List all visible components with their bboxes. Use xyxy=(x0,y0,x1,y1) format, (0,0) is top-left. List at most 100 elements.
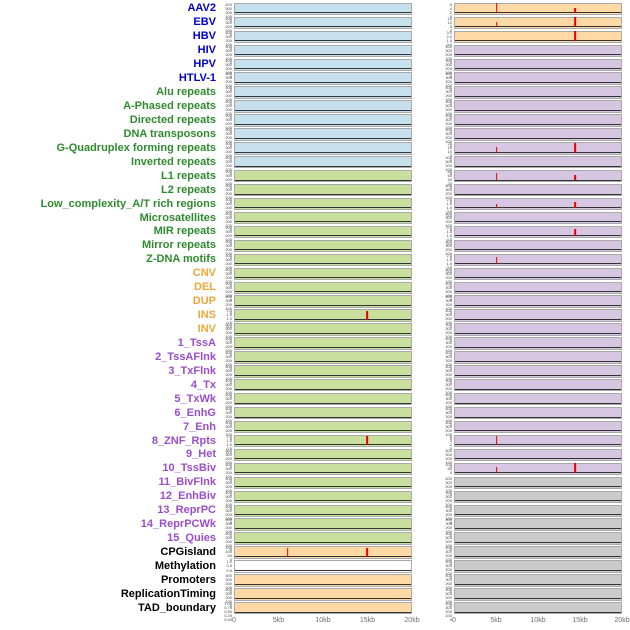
y-tick-label: 0 xyxy=(449,394,452,400)
right-panel xyxy=(454,588,622,601)
y-tick-label: 200 xyxy=(225,358,232,364)
y-tick-label: 300 xyxy=(445,479,452,485)
y-tick-label: 300 xyxy=(225,186,232,192)
row-label: Directed repeats xyxy=(129,113,216,126)
y-tick-label: 0 xyxy=(449,101,452,107)
signal-baseline xyxy=(455,179,621,181)
importance-spike xyxy=(495,436,498,446)
signal-baseline xyxy=(455,318,621,320)
y-tick-label: 0 xyxy=(229,171,232,177)
y-tick-label: 300 xyxy=(445,61,452,67)
right-yticks: 400 300 200 100 0 xyxy=(439,518,454,538)
track-row: ReplicationTiming 400 300 200 100 0 400 300 20… xyxy=(0,587,630,608)
left-yticks: 400 300 200 100 0 xyxy=(220,211,234,231)
right-panel xyxy=(454,365,622,378)
track-row: Inverted repeats 400 300 200 100 0 400 300 200… xyxy=(0,155,630,176)
y-tick-label: 0 xyxy=(449,505,452,511)
row-label: TAD_boundary xyxy=(137,601,216,614)
track-row: TAD_boundary 1.00 0.75 0.50 0.25 0.00 400 300… xyxy=(0,601,630,622)
track-row: L2 repeats 400 300 200 100 0 400 300 200 100 0 xyxy=(0,183,630,203)
y-tick-label: 300 xyxy=(225,298,232,304)
y-tick-label: 400 xyxy=(445,405,452,411)
y-tick-label: 400 xyxy=(225,99,232,105)
y-tick-label: 300 xyxy=(445,354,452,360)
right-yticks: 400 300 200 100 0 xyxy=(439,545,454,566)
y-tick-label: 200 xyxy=(225,400,232,406)
y-tick-label: 400 xyxy=(445,545,452,551)
signal-baseline xyxy=(455,388,621,390)
y-tick-label: 2.0 xyxy=(446,33,452,39)
y-tick-label: 400 xyxy=(225,587,232,593)
y-tick-label: 0 xyxy=(449,254,452,260)
y-tick-label: 0 xyxy=(229,254,232,260)
importance-spike xyxy=(574,142,577,153)
y-tick-label: 400 xyxy=(225,322,232,328)
y-tick-label: 200 xyxy=(225,93,232,99)
y-tick-label: 0 xyxy=(449,13,452,19)
track-row: 12_EnhBiv 400 300 200 100 0 400 300 200 100 0 xyxy=(0,489,630,510)
signal-baseline xyxy=(235,151,411,153)
right-panel xyxy=(454,504,622,517)
y-tick-label: 2 xyxy=(449,9,452,15)
row-label: AAV2 xyxy=(187,2,216,15)
left-panel xyxy=(234,211,412,225)
y-tick-label: 1.5 xyxy=(446,228,452,234)
y-tick-label: 100 xyxy=(225,69,232,75)
y-tick-label: 0 xyxy=(449,129,452,135)
y-tick-label: 100 xyxy=(225,167,232,173)
y-tick-label: 2.0 xyxy=(446,224,452,230)
y-tick-label: 300 xyxy=(445,186,452,192)
y-tick-label: 20 xyxy=(447,141,452,147)
right-yticks: 15 10 5 0 xyxy=(439,16,454,32)
left-yticks: 400 300 200 100 0 xyxy=(220,365,234,385)
left-panel xyxy=(234,337,412,350)
y-tick-label: 400 xyxy=(225,169,232,175)
y-tick-label: 0 xyxy=(229,59,232,65)
signal-baseline xyxy=(455,249,621,251)
right-panel xyxy=(454,602,622,615)
y-tick-label: 300 xyxy=(225,270,232,276)
track-row: INS 2.0 1.5 1.0 0.5 0.0 400 300 200 100 0 xyxy=(0,309,630,329)
y-tick-label: 200 xyxy=(225,455,232,461)
row-label: ReplicationTiming xyxy=(120,587,216,600)
y-tick-label: 400 xyxy=(225,489,232,495)
row-label: 10_TssBiv xyxy=(162,462,216,475)
track-row: 7_Enh 400 300 200 100 0 400 300 200 100 0 xyxy=(0,419,630,440)
y-tick-label: 400 xyxy=(445,531,452,537)
left-panel xyxy=(234,44,412,57)
right-panel xyxy=(454,462,622,476)
signal-baseline xyxy=(235,583,411,585)
y-tick-label: 0 xyxy=(449,198,452,204)
y-tick-label: 0 xyxy=(449,589,452,595)
y-tick-label: 100 xyxy=(225,362,232,368)
y-tick-label: 1.5 xyxy=(446,200,452,206)
right-panel xyxy=(454,211,622,225)
track-row: 4_Tx 400 300 200 100 0 400 300 200 100 0 xyxy=(0,378,630,399)
y-tick-label: 400 xyxy=(445,503,452,509)
y-tick-label: 0 xyxy=(229,185,232,191)
x-axis-left: 0 5kb 10kb 15kb 20kb xyxy=(232,615,420,629)
y-tick-label: 0.0 xyxy=(226,567,232,573)
y-tick-label: 0.00 xyxy=(224,617,232,623)
y-tick-label: 100 xyxy=(445,306,452,312)
y-tick-label: 400 xyxy=(445,419,452,425)
y-tick-label: 0 xyxy=(229,268,232,274)
y-tick-label: 0 xyxy=(229,73,232,79)
y-tick-label: 200 xyxy=(225,65,232,71)
y-tick-label: 300 xyxy=(225,284,232,290)
y-tick-label: 0 xyxy=(449,338,452,344)
y-tick-label: 100 xyxy=(445,417,452,423)
right-panel xyxy=(454,574,622,587)
right-yticks: 400 300 200 100 0 xyxy=(439,128,454,148)
track-row: Directed repeats 400 300 200 100 0 400 300 200… xyxy=(0,113,630,134)
y-tick-label: 0 xyxy=(449,603,452,609)
y-tick-label: 200 xyxy=(445,330,452,336)
right-panel xyxy=(454,58,622,71)
y-tick-label: 0.5 xyxy=(226,320,232,326)
y-tick-label: 100 xyxy=(225,585,232,591)
track-row: DUP 400 300 200 100 0 400 300 200 100 0 xyxy=(0,295,630,315)
y-tick-label: 0 xyxy=(229,87,232,93)
left-panel xyxy=(234,420,412,434)
